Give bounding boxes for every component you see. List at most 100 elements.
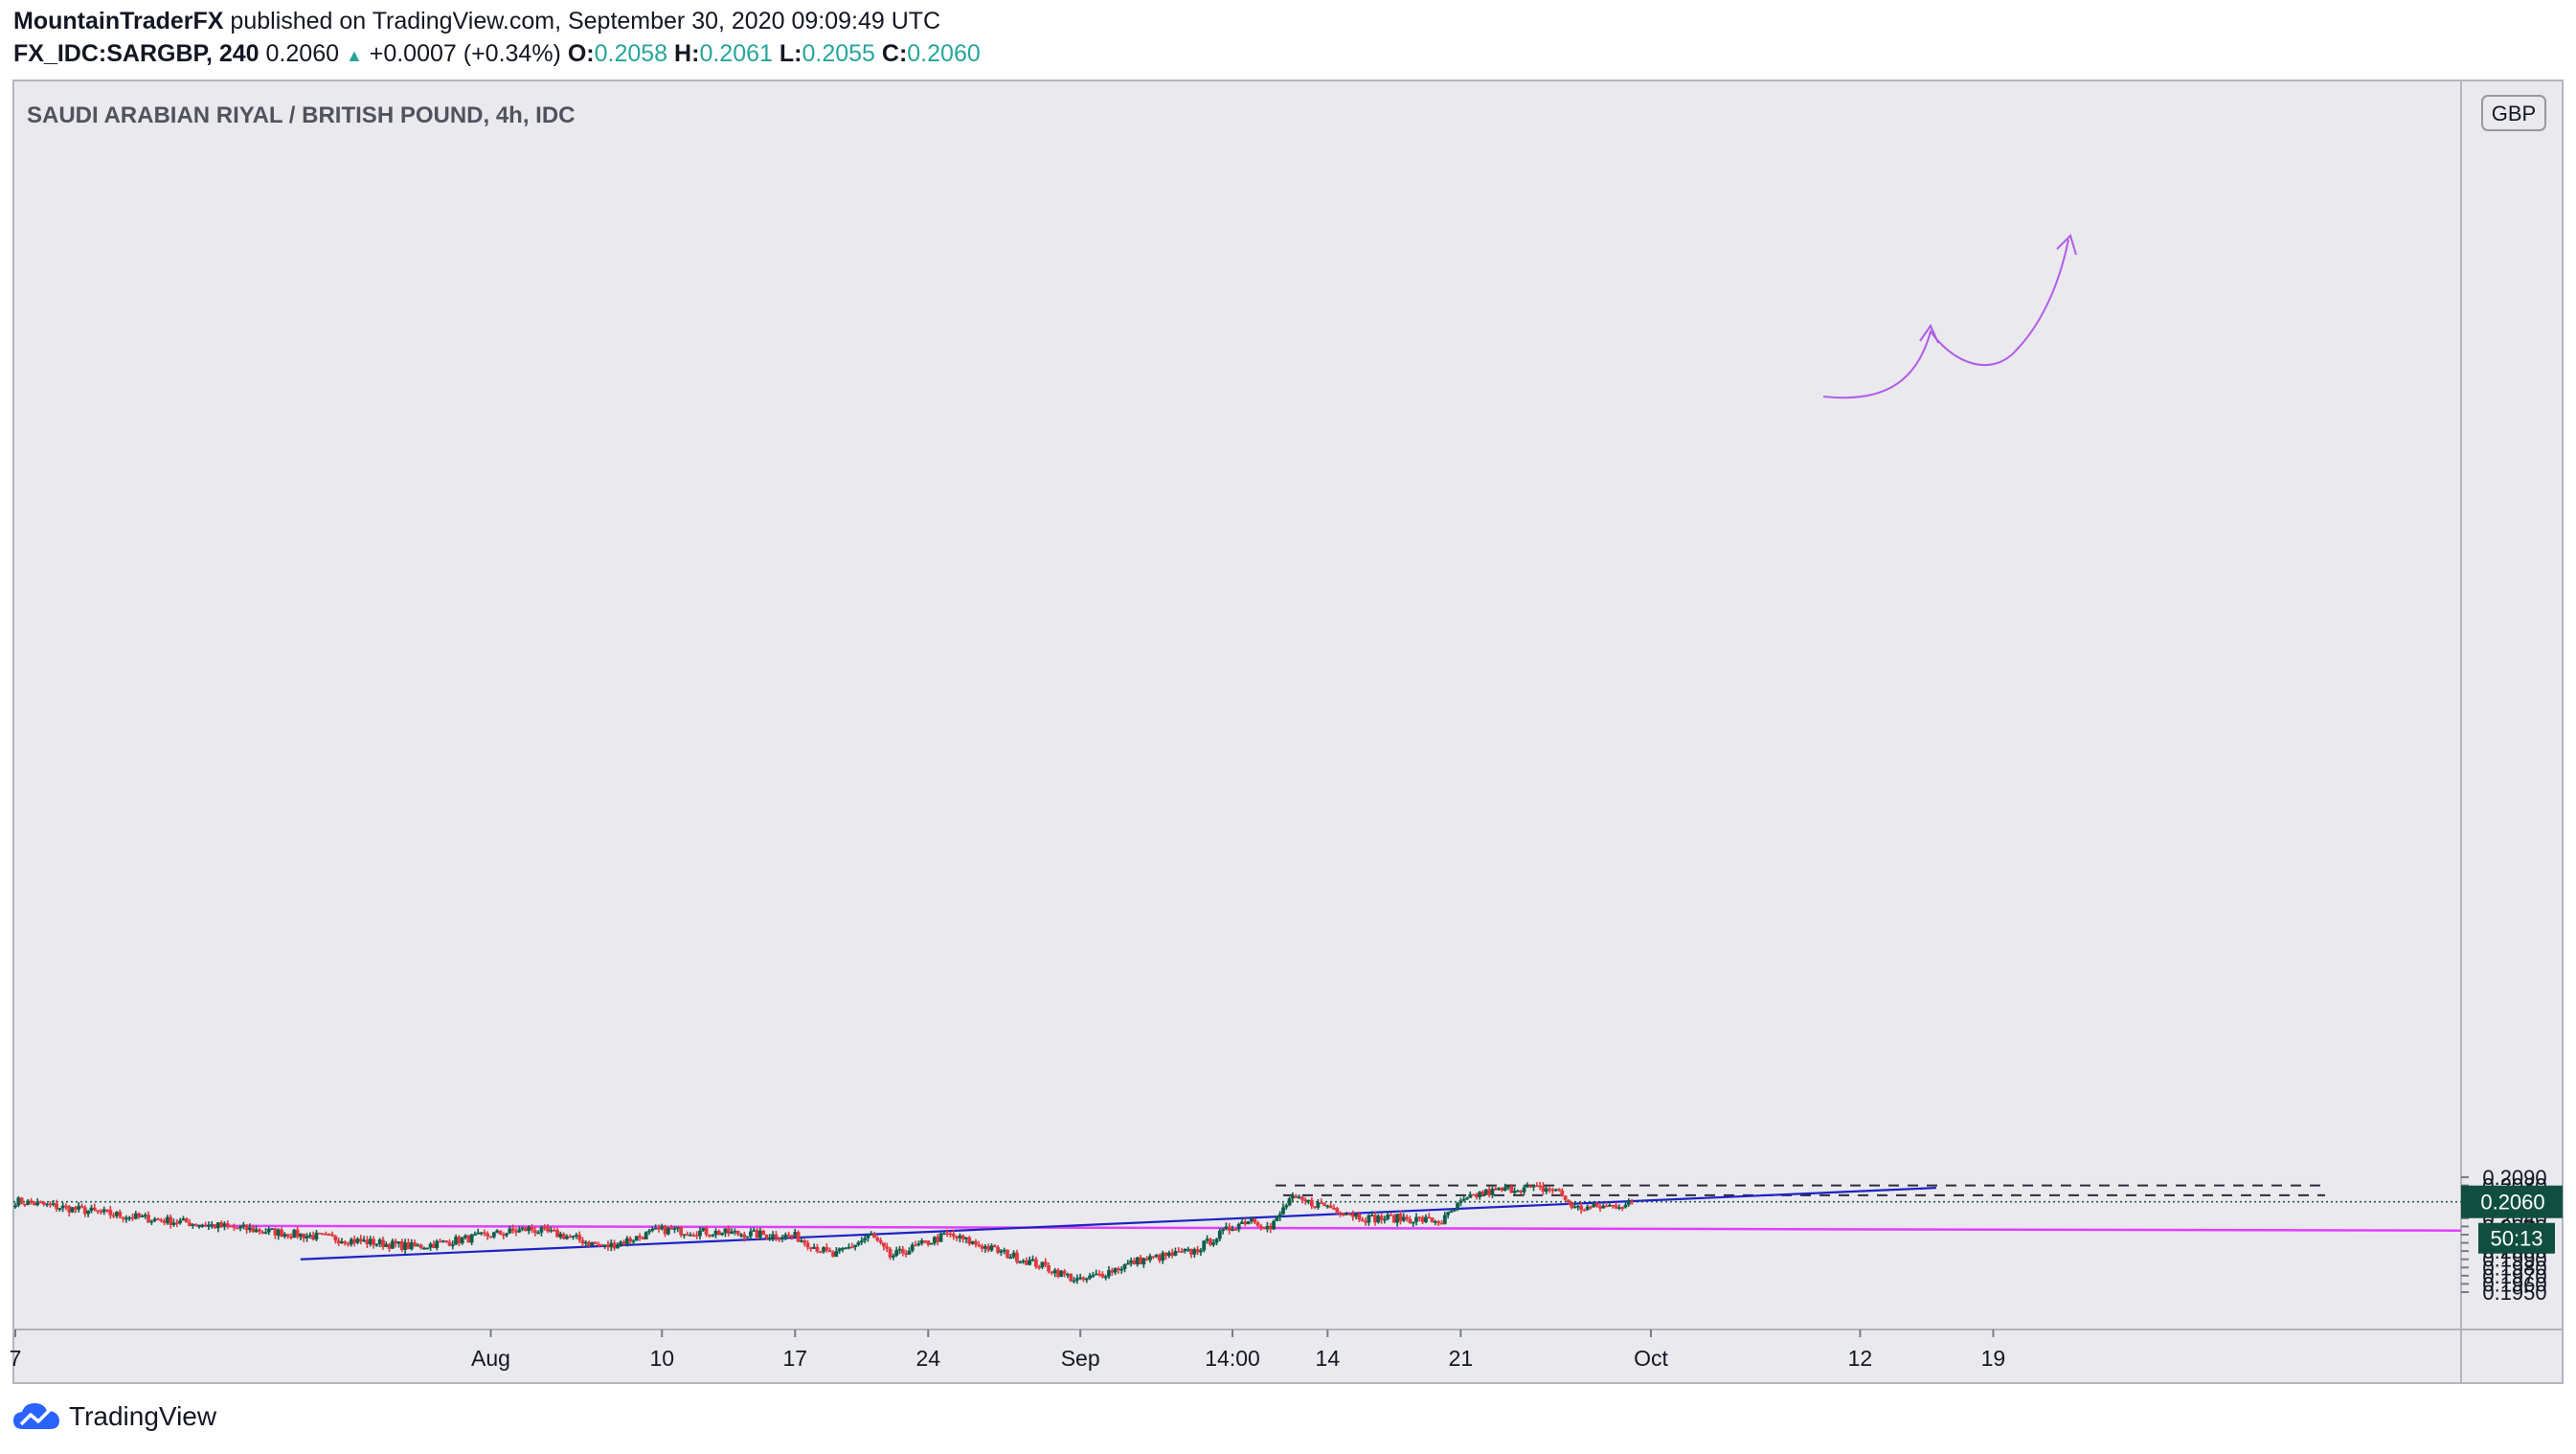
- candle-body: [1164, 1252, 1168, 1257]
- y-tick-label: 0.1980: [2482, 1256, 2546, 1280]
- candle-body: [115, 1212, 119, 1216]
- price-axis[interactable]: [2460, 80, 2564, 1330]
- candle-body: [460, 1238, 464, 1244]
- candle-body: [302, 1233, 306, 1238]
- candle-body: [745, 1236, 750, 1238]
- candle-body: [1338, 1212, 1343, 1215]
- x-axis-ticks: 7 Aug 10 17 24 Sep 14:00 14 21 Oct 12 19: [10, 1329, 2005, 1371]
- candle-body: [1594, 1203, 1599, 1207]
- candle-body: [140, 1215, 145, 1218]
- candle-body: [897, 1248, 902, 1251]
- candle-body: [796, 1232, 801, 1242]
- candle-body: [1107, 1270, 1111, 1277]
- candle-body: [23, 1203, 27, 1206]
- drawings: [1822, 234, 2077, 399]
- candle-body: [197, 1225, 201, 1227]
- candle-body: [621, 1241, 626, 1244]
- candle-body: [517, 1229, 522, 1233]
- author-name[interactable]: MountainTraderFX: [13, 8, 224, 34]
- close-label: C:: [881, 40, 908, 67]
- candle-body: [1008, 1257, 1013, 1260]
- candle-body: [51, 1203, 56, 1205]
- candle-body: [1052, 1269, 1057, 1274]
- x-tick-label: 21: [1449, 1346, 1474, 1371]
- candle-body: [469, 1234, 474, 1243]
- tradingview-branding[interactable]: TradingView: [11, 1400, 216, 1433]
- candle-body: [349, 1238, 353, 1245]
- candle-body: [1598, 1206, 1602, 1209]
- candle-body: [188, 1222, 192, 1227]
- candle-body: [926, 1240, 931, 1245]
- candle-body: [355, 1238, 360, 1243]
- price-tags: 0.2060 50:13: [2461, 1185, 2563, 1254]
- currency-badge[interactable]: [2481, 95, 2546, 131]
- candle-body: [520, 1227, 525, 1230]
- candle-body: [1033, 1259, 1038, 1267]
- candle-body: [1563, 1195, 1568, 1200]
- candle-body: [1040, 1261, 1045, 1268]
- candle-body: [663, 1225, 667, 1235]
- candle-body: [757, 1230, 762, 1238]
- candle-body: [536, 1232, 541, 1235]
- candle-body: [1471, 1193, 1476, 1196]
- candle-body: [219, 1222, 224, 1227]
- candle-body: [1287, 1198, 1292, 1206]
- candle-body: [1493, 1188, 1498, 1191]
- x-tick-label: Sep: [1061, 1346, 1100, 1371]
- high-label: H:: [674, 40, 700, 67]
- candle-body: [749, 1231, 753, 1237]
- low-label: L:: [779, 40, 802, 67]
- candle-body: [384, 1243, 389, 1247]
- candle-body: [539, 1227, 544, 1233]
- candle-body: [1291, 1195, 1295, 1199]
- candle-body: [1408, 1218, 1412, 1223]
- candle-body: [1364, 1221, 1367, 1223]
- candle-body: [403, 1242, 408, 1250]
- candle-body: [799, 1239, 803, 1242]
- candle-body: [1125, 1262, 1130, 1265]
- x-tick-label: 10: [649, 1346, 674, 1371]
- candle-body: [1519, 1191, 1524, 1193]
- candle-body: [1297, 1196, 1301, 1199]
- time-axis[interactable]: [12, 1329, 2462, 1384]
- candle-body: [1129, 1260, 1134, 1263]
- candle-body: [1043, 1261, 1048, 1266]
- candle-body: [929, 1242, 934, 1245]
- candle-body: [602, 1244, 607, 1247]
- candle-body: [644, 1232, 648, 1239]
- candle-body: [977, 1244, 982, 1246]
- candle-body: [428, 1243, 433, 1248]
- candle-body: [1516, 1191, 1520, 1193]
- candle-body: [1620, 1207, 1625, 1209]
- price-chart[interactable]: SAUDI ARABIAN RIYAL / BRITISH POUND, 4h,…: [0, 0, 2576, 1389]
- candle-body: [1097, 1273, 1101, 1276]
- candle-body: [1623, 1204, 1628, 1208]
- candle-body: [1103, 1276, 1108, 1279]
- candle-body: [1069, 1274, 1073, 1282]
- candle-body: [1386, 1215, 1390, 1219]
- candle-body: [549, 1230, 554, 1232]
- candle-body: [260, 1232, 265, 1234]
- candle-body: [1347, 1213, 1352, 1215]
- candle-body: [171, 1222, 176, 1225]
- candle-body: [882, 1242, 886, 1247]
- candle-body: [1373, 1215, 1377, 1223]
- candle-body: [955, 1236, 959, 1238]
- axis-corner: [2460, 1329, 2564, 1384]
- candle-body: [555, 1230, 559, 1238]
- candle-body: [793, 1232, 798, 1237]
- candle-body: [1015, 1252, 1019, 1262]
- candle-body: [1151, 1256, 1156, 1258]
- candle-body: [532, 1230, 537, 1234]
- candle-body: [508, 1228, 512, 1234]
- candle-body: [486, 1233, 490, 1237]
- x-tick-label: Oct: [1634, 1346, 1668, 1371]
- candle-body: [847, 1246, 851, 1249]
- candle-body: [707, 1235, 712, 1237]
- candle-body: [812, 1246, 817, 1249]
- plot-area[interactable]: [12, 80, 2462, 1330]
- candle-body: [1217, 1230, 1222, 1239]
- candle-body: [691, 1235, 696, 1237]
- candle-body: [720, 1233, 725, 1236]
- y-tick-label: 0.1970: [2482, 1264, 2546, 1288]
